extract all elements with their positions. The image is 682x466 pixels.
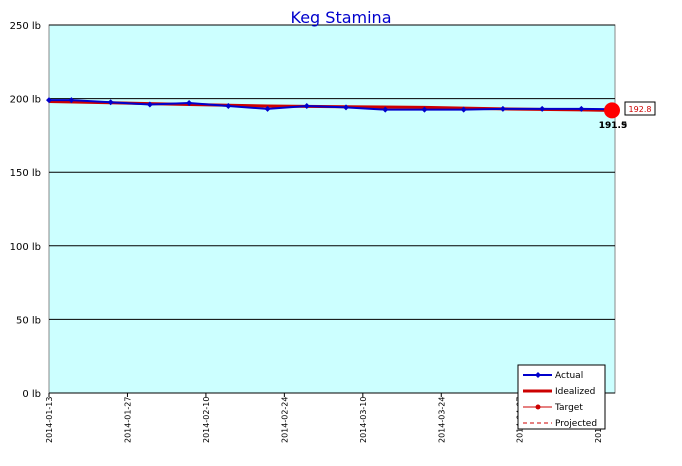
actual-point [68, 97, 75, 104]
actual-point [46, 97, 52, 104]
x-tick-label: 2014-03-24 [437, 397, 446, 444]
y-tick-label: 50 lb [16, 315, 41, 326]
x-tick-label: 201 [594, 428, 603, 443]
legend-label: Target [554, 403, 583, 413]
y-axis-ticks: 0 lb 50 lb 100 lb 150 lb 200 lb 250 lb [10, 21, 41, 400]
y-tick-label: 250 lb [10, 21, 41, 32]
legend-item: Actual [523, 371, 583, 381]
actual-point [539, 105, 546, 112]
x-tick-label: 2014-01-27 [123, 397, 132, 444]
legend-label: Actual [555, 371, 583, 381]
legend: Actual Idealized Target Projected [517, 364, 606, 430]
x-tick-label: 2014-02-24 [280, 397, 289, 444]
legend-label: Idealized [555, 387, 595, 397]
actual-point [499, 105, 506, 112]
actual-point [303, 102, 310, 109]
y-tick-label: 150 lb [10, 168, 41, 179]
projected-value-label: 191.9 [599, 121, 627, 131]
actual-point [421, 106, 428, 113]
actual-point [460, 106, 467, 113]
actual-line [49, 99, 616, 111]
target-marker [604, 102, 620, 119]
x-tick-label: 2014-02-10 [202, 397, 211, 444]
legend-marker-target [535, 404, 541, 410]
actual-point [264, 105, 271, 112]
plot-area [48, 24, 616, 394]
actual-point [343, 104, 350, 111]
actual-point [107, 99, 114, 106]
x-tick-label: 2014-01-13 [45, 397, 54, 444]
actual-point [382, 106, 389, 113]
legend-item: Target [523, 403, 583, 413]
current-value-label: 192.8 [629, 105, 652, 114]
legend-marker-actual [535, 372, 541, 378]
projected-value-label: 191.5 [599, 121, 627, 131]
current-value-box [624, 101, 656, 116]
series-group [46, 97, 620, 119]
legend-label: Projected [555, 419, 597, 429]
y-tick-label: 0 lb [22, 389, 41, 400]
x-tick-label: 2014-03-10 [359, 397, 368, 444]
actual-point [146, 101, 153, 108]
y-tick-label: 200 lb [10, 95, 41, 106]
actual-point [225, 102, 232, 109]
legend-item: Idealized [523, 387, 595, 397]
actual-point [578, 105, 585, 112]
y-tick-label: 100 lb [10, 242, 41, 253]
legend-item: Projected [523, 419, 597, 429]
actual-point [186, 100, 193, 107]
chart-title: Keg Stamina [291, 8, 392, 27]
